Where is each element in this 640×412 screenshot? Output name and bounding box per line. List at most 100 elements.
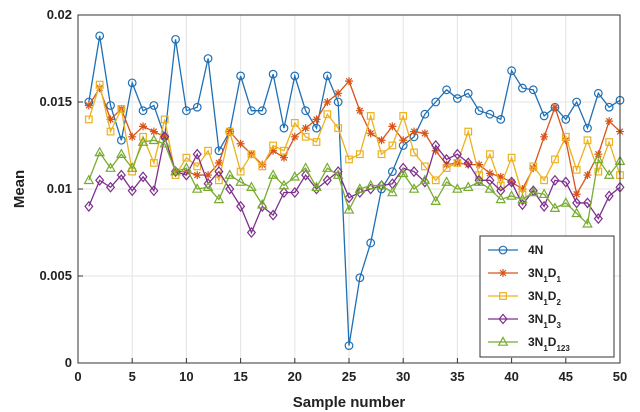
data-point bbox=[397, 167, 409, 178]
data-point bbox=[137, 136, 149, 146]
data-point bbox=[236, 200, 246, 212]
legend-label: 4N bbox=[528, 243, 543, 257]
data-point bbox=[117, 105, 126, 113]
data-point bbox=[486, 150, 494, 159]
data-point bbox=[561, 132, 570, 141]
data-point bbox=[560, 197, 572, 207]
data-point bbox=[84, 115, 93, 124]
data-point bbox=[334, 89, 343, 98]
x-tick-label: 5 bbox=[129, 369, 136, 384]
x-tick-label: 15 bbox=[233, 369, 247, 384]
data-point bbox=[171, 34, 180, 44]
data-point bbox=[518, 190, 527, 199]
data-point bbox=[464, 127, 473, 136]
data-point bbox=[518, 185, 527, 193]
data-point bbox=[95, 174, 105, 186]
data-point bbox=[355, 273, 365, 283]
data-point bbox=[128, 132, 137, 141]
data-point bbox=[106, 127, 115, 136]
legend-text-part: 3N bbox=[528, 289, 543, 303]
data-point bbox=[603, 169, 615, 179]
data-point bbox=[464, 160, 473, 169]
y-axis-title: Mean bbox=[11, 170, 28, 208]
data-point bbox=[518, 83, 527, 93]
data-point bbox=[170, 165, 181, 176]
data-point bbox=[138, 106, 148, 116]
data-point bbox=[138, 171, 148, 183]
data-point bbox=[322, 71, 332, 81]
legend-item: 3N1D1 bbox=[488, 266, 561, 284]
legend-marker bbox=[498, 245, 508, 255]
data-point bbox=[594, 167, 603, 176]
data-point bbox=[203, 178, 213, 190]
data-point bbox=[236, 71, 246, 81]
data-point bbox=[387, 186, 398, 197]
data-point bbox=[149, 185, 159, 197]
data-point bbox=[550, 174, 560, 186]
series-layer bbox=[83, 31, 626, 351]
data-point bbox=[355, 106, 364, 115]
data-point bbox=[540, 176, 549, 185]
data-point bbox=[539, 200, 549, 212]
x-tick-label: 10 bbox=[179, 369, 193, 384]
x-tick-label: 45 bbox=[559, 369, 573, 384]
data-point bbox=[408, 183, 420, 193]
data-point bbox=[312, 138, 321, 146]
data-point bbox=[257, 106, 267, 116]
data-point bbox=[431, 97, 441, 107]
data-point bbox=[419, 174, 431, 185]
data-point bbox=[116, 169, 126, 181]
data-point bbox=[495, 193, 507, 204]
data-point bbox=[583, 136, 592, 145]
data-point bbox=[193, 162, 202, 171]
legend-subscript: 2 bbox=[556, 298, 561, 307]
data-point bbox=[192, 148, 202, 160]
data-point bbox=[420, 129, 429, 138]
data-point bbox=[366, 129, 375, 138]
data-point bbox=[225, 183, 235, 195]
legend-marker bbox=[498, 313, 508, 325]
data-point bbox=[322, 162, 333, 172]
data-point bbox=[95, 31, 105, 41]
data-point bbox=[507, 176, 517, 188]
data-point bbox=[410, 148, 418, 157]
data-point bbox=[410, 127, 419, 136]
data-point bbox=[301, 106, 311, 116]
data-point bbox=[506, 190, 517, 200]
data-point bbox=[247, 106, 256, 116]
data-point bbox=[269, 146, 278, 155]
legend-subscript: 1 bbox=[543, 298, 548, 307]
data-point bbox=[604, 102, 614, 112]
legend-text-part: 3N bbox=[528, 312, 543, 326]
data-point bbox=[376, 179, 387, 190]
data-point bbox=[106, 101, 115, 110]
data-point bbox=[561, 176, 571, 188]
data-point bbox=[376, 179, 387, 192]
data-point bbox=[279, 153, 288, 162]
legend-item: 3N1D2 bbox=[488, 289, 561, 307]
y-tick-label: 0.01 bbox=[47, 181, 72, 196]
x-tick-label: 35 bbox=[450, 369, 464, 384]
y-tick-label: 0.02 bbox=[47, 7, 72, 22]
legend-subscript: 1 bbox=[543, 321, 548, 330]
data-point bbox=[268, 209, 278, 221]
data-point bbox=[604, 190, 614, 202]
data-point bbox=[213, 193, 225, 204]
data-point bbox=[355, 186, 365, 199]
data-point bbox=[105, 162, 116, 172]
data-point bbox=[528, 85, 538, 95]
data-point bbox=[202, 181, 214, 192]
data-point bbox=[485, 169, 494, 178]
data-point bbox=[116, 148, 127, 158]
data-point bbox=[365, 179, 376, 190]
data-point bbox=[605, 138, 614, 146]
data-point bbox=[572, 97, 582, 107]
data-point bbox=[332, 169, 344, 179]
data-point bbox=[453, 94, 462, 103]
legend-item: 4N bbox=[488, 243, 543, 257]
data-point bbox=[170, 166, 181, 178]
data-point bbox=[322, 174, 332, 186]
data-point bbox=[345, 155, 353, 164]
data-point bbox=[583, 171, 592, 180]
data-point bbox=[258, 160, 267, 169]
